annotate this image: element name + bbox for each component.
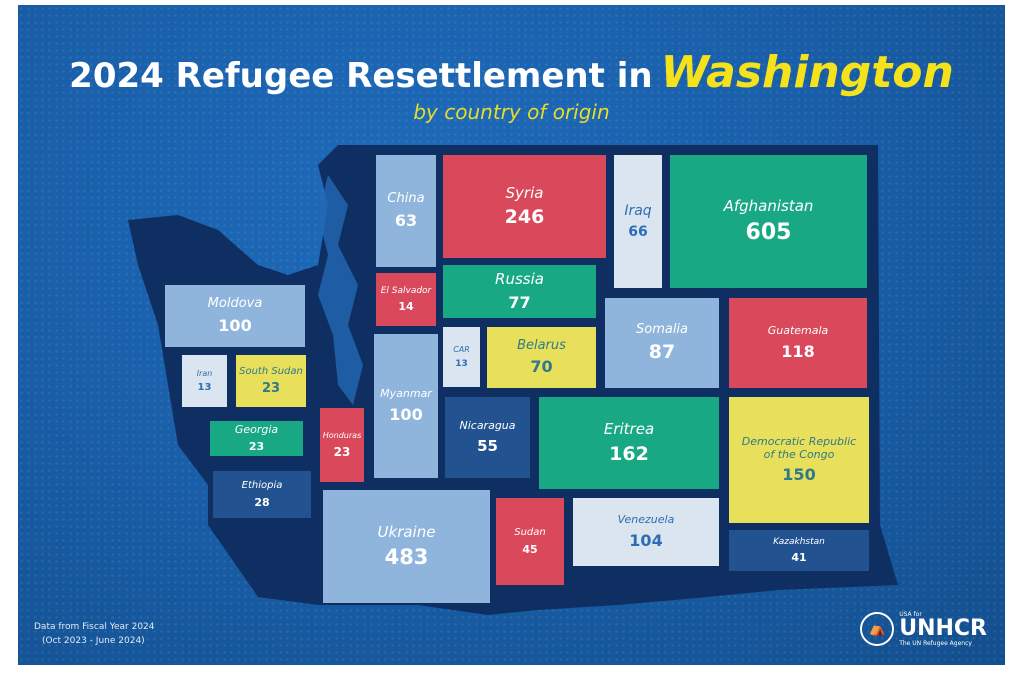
logo-tagline: The UN Refugee Agency <box>899 640 972 647</box>
value-label: 87 <box>648 341 676 364</box>
title-prefix: 2024 Refugee Resettlement in <box>69 56 653 96</box>
treemap-cell-iraq: Iraq 66 <box>614 155 662 288</box>
data-source-note: Data from Fiscal Year 2024 (Oct 2023 - J… <box>34 620 155 648</box>
treemap-cell-somalia: Somalia 87 <box>605 298 719 388</box>
country-label: Democratic Republic of the Congo <box>741 434 857 461</box>
value-label: 23 <box>333 444 351 459</box>
value-label: 14 <box>398 300 414 314</box>
treemap-cell-sudan: Sudan 45 <box>496 498 564 585</box>
unhcr-logo: ⛺ USA for UNHCR The UN Refugee Agency <box>860 611 987 647</box>
subtitle: by country of origin <box>413 100 610 124</box>
country-label: Georgia <box>234 422 279 436</box>
country-label: Ukraine <box>377 522 436 541</box>
value-label: 63 <box>394 210 418 230</box>
value-label: 70 <box>530 357 553 377</box>
value-label: 162 <box>609 442 649 465</box>
footnote-line-2: (Oct 2023 - June 2024) <box>42 636 145 646</box>
value-label: 13 <box>197 382 212 394</box>
country-label: Moldova <box>207 296 263 312</box>
treemap-cell-ethiopia: Ethiopia 28 <box>213 471 311 518</box>
page-title: 2024 Refugee Resettlement in Washington <box>18 47 1005 98</box>
value-label: 118 <box>781 341 815 361</box>
treemap-cell-eritrea: Eritrea 162 <box>539 397 719 489</box>
value-label: 23 <box>248 440 265 454</box>
value-label: 45 <box>522 542 538 556</box>
treemap-cell-syria: Syria 246 <box>443 155 606 258</box>
logo-top: USA for <box>899 611 922 618</box>
country-label: South Sudan <box>239 365 303 377</box>
country-label: Afghanistan <box>723 197 814 216</box>
title-highlight: Washington <box>660 47 954 98</box>
country-label: Kazakhstan <box>773 536 825 547</box>
treemap-cell-south-sudan: South Sudan 23 <box>236 355 306 407</box>
country-label: Ethiopia <box>241 480 283 492</box>
value-label: 66 <box>628 223 648 240</box>
treemap-cell-iran: Iran 13 <box>182 355 227 407</box>
unhcr-emblem-icon: ⛺ <box>860 612 895 646</box>
treemap-cell-democratic-republic-of-the-congo: Democratic Republic of the Congo 150 <box>729 397 869 523</box>
country-label: Iraq <box>624 203 652 220</box>
treemap-cell-georgia: Georgia 23 <box>210 421 303 456</box>
treemap-cell-el-salvador: El Salvador 14 <box>376 273 436 326</box>
country-label: Sudan <box>514 527 546 539</box>
treemap-cell-ukraine: Ukraine 483 <box>323 490 490 603</box>
country-label: Guatemala <box>767 324 829 338</box>
value-label: 150 <box>782 465 816 485</box>
treemap-cell-myanmar: Myanmar 100 <box>374 334 438 478</box>
country-label: Syria <box>505 183 544 202</box>
value-label: 246 <box>504 206 545 229</box>
value-label: 55 <box>477 436 498 455</box>
treemap-cell-russia: Russia 77 <box>443 265 596 318</box>
country-label: Nicaragua <box>459 419 516 433</box>
logo-name: UNHCR <box>899 616 987 641</box>
country-label: Iran <box>196 368 213 378</box>
country-label: Myanmar <box>380 387 432 401</box>
treemap-cell-honduras: Honduras 23 <box>320 408 364 482</box>
treemap-cell-belarus: Belarus 70 <box>487 327 596 388</box>
value-label: 28 <box>254 495 270 509</box>
treemap-cell-moldova: Moldova 100 <box>165 285 305 347</box>
country-label: Venezuela <box>617 513 675 527</box>
country-label: Russia <box>495 270 544 289</box>
country-label: Honduras <box>322 431 362 441</box>
country-label: Somalia <box>635 321 689 337</box>
value-label: 104 <box>629 530 663 550</box>
value-label: 605 <box>745 219 792 245</box>
value-label: 41 <box>791 551 807 565</box>
footnote-line-1: Data from Fiscal Year 2024 <box>34 622 155 632</box>
country-label: El Salvador <box>380 285 432 296</box>
country-label: Eritrea <box>603 420 655 439</box>
country-label: Belarus <box>517 337 566 353</box>
treemap-cell-car: CAR 13 <box>443 327 480 387</box>
value-label: 100 <box>389 404 423 424</box>
treemap-cell-kazakhstan: Kazakhstan 41 <box>729 530 869 571</box>
value-label: 13 <box>455 358 468 369</box>
value-label: 100 <box>218 315 252 335</box>
value-label: 77 <box>508 292 531 312</box>
treemap-cell-afghanistan: Afghanistan 605 <box>670 155 867 288</box>
treemap-cell-china: China 63 <box>376 155 436 267</box>
country-label: China <box>387 191 425 207</box>
infographic: 2024 Refugee Resettlement in Washington b… <box>18 5 1005 665</box>
country-label: CAR <box>453 345 470 355</box>
treemap-cell-venezuela: Venezuela 104 <box>573 498 719 566</box>
value-label: 23 <box>261 381 281 397</box>
treemap-cell-nicaragua: Nicaragua 55 <box>445 397 530 478</box>
value-label: 483 <box>384 545 429 570</box>
treemap-cell-guatemala: Guatemala 118 <box>729 298 867 388</box>
